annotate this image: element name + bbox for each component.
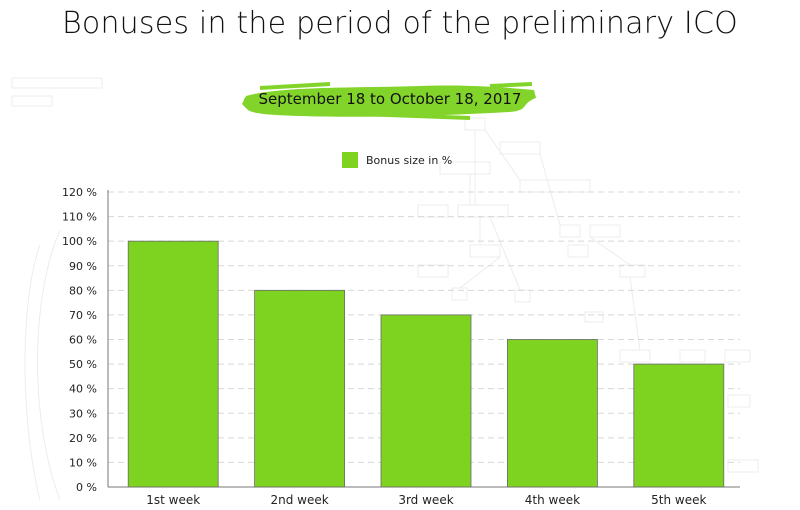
chart-legend: Bonus size in % — [342, 152, 452, 168]
period-text: September 18 to October 18, 2017 — [258, 90, 522, 108]
bar — [127, 240, 219, 488]
x-tick-label: 1st week — [146, 493, 200, 507]
legend-label: Bonus size in % — [366, 153, 453, 167]
legend-swatch — [342, 152, 358, 168]
y-tick-label: 110 % — [62, 211, 97, 224]
bar — [380, 314, 472, 488]
x-tick-label: 4th week — [525, 493, 580, 507]
y-tick-label: 60 % — [69, 334, 97, 347]
brush-stroke — [242, 82, 536, 120]
period-banner: September 18 to October 18, 2017 — [240, 74, 540, 124]
y-tick-label: 50 % — [69, 358, 97, 371]
bar — [633, 363, 725, 488]
y-tick-label: 30 % — [69, 407, 97, 420]
y-tick-label: 120 % — [62, 186, 97, 199]
y-tick-label: 40 % — [69, 383, 97, 396]
y-tick-label: 70 % — [69, 309, 97, 322]
y-tick-label: 90 % — [69, 260, 97, 273]
y-tick-label: 20 % — [69, 432, 97, 445]
chart-title: Bonuses in the period of the preliminary… — [62, 6, 738, 41]
y-tick-label: 10 % — [69, 456, 97, 469]
x-tick-label: 2nd week — [270, 493, 328, 507]
y-tick-label: 100 % — [62, 235, 97, 248]
y-tick-label: 80 % — [69, 284, 97, 297]
bar — [506, 339, 598, 488]
x-tick-label: 3rd week — [398, 493, 453, 507]
y-tick-label: 0 % — [76, 481, 97, 494]
x-tick-label: 5th week — [651, 493, 706, 507]
bar — [254, 289, 346, 488]
